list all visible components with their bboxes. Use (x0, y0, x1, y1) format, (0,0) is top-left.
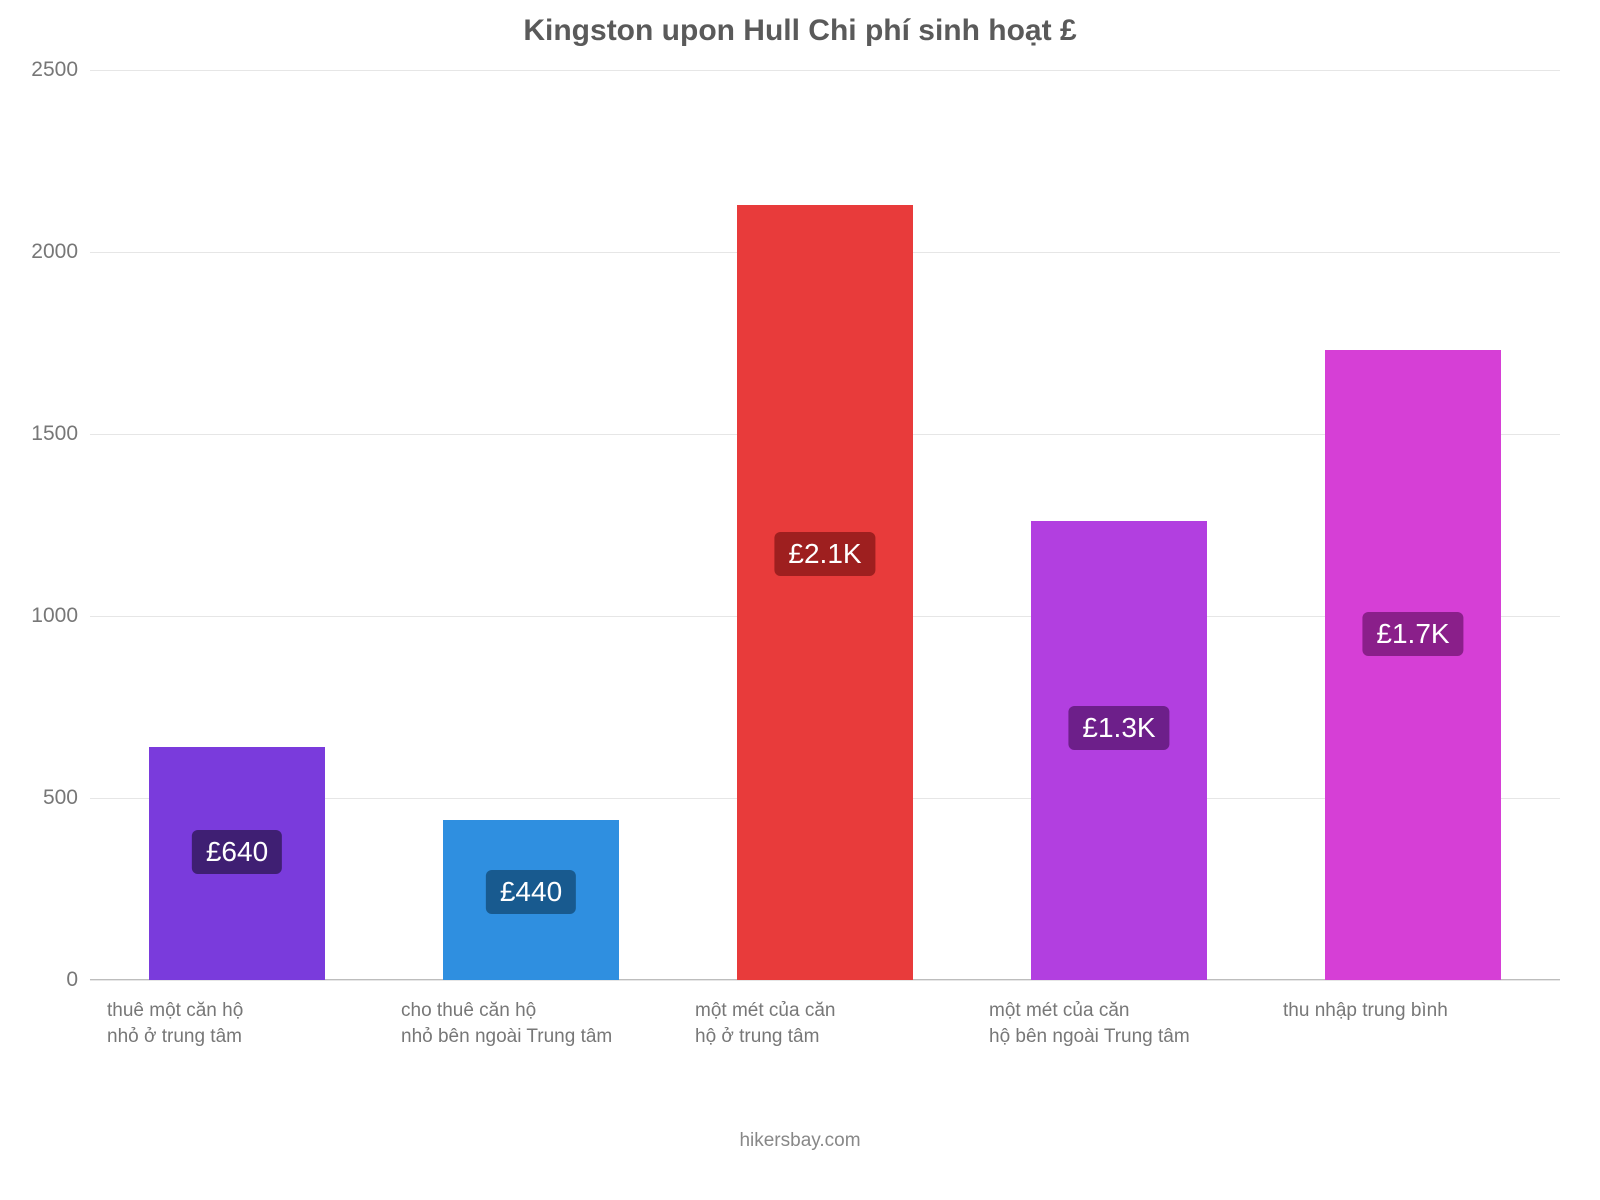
bar (1325, 350, 1501, 980)
y-tick-label: 1000 (31, 604, 90, 628)
x-category-label: thuê một căn hộnhỏ ở trung tâm (107, 998, 367, 1049)
y-tick-label: 500 (43, 786, 90, 810)
y-tick-label: 2000 (31, 240, 90, 264)
plot-area: 05001000150020002500£640thuê một căn hộn… (90, 70, 1560, 980)
y-tick-label: 0 (66, 968, 90, 992)
grid-line (90, 980, 1560, 981)
bar-value-label: £1.7K (1362, 612, 1463, 656)
chart-footer: hikersbay.com (0, 1130, 1600, 1152)
x-category-label: một mét của cănhộ ở trung tâm (695, 998, 955, 1049)
x-category-label: cho thuê căn hộnhỏ bên ngoài Trung tâm (401, 998, 661, 1049)
chart-container: Kingston upon Hull Chi phí sinh hoạt £ 0… (0, 0, 1600, 1200)
x-category-label: thu nhập trung bình (1283, 998, 1543, 1024)
y-tick-label: 2500 (31, 58, 90, 82)
bar (1031, 521, 1207, 980)
y-tick-label: 1500 (31, 422, 90, 446)
grid-line (90, 70, 1560, 71)
chart-title: Kingston upon Hull Chi phí sinh hoạt £ (0, 14, 1600, 48)
bar-value-label: £440 (486, 870, 576, 914)
bar-value-label: £1.3K (1068, 706, 1169, 750)
x-category-label: một mét của cănhộ bên ngoài Trung tâm (989, 998, 1249, 1049)
bar-value-label: £640 (192, 830, 282, 874)
bar-value-label: £2.1K (774, 532, 875, 576)
bar (737, 205, 913, 980)
